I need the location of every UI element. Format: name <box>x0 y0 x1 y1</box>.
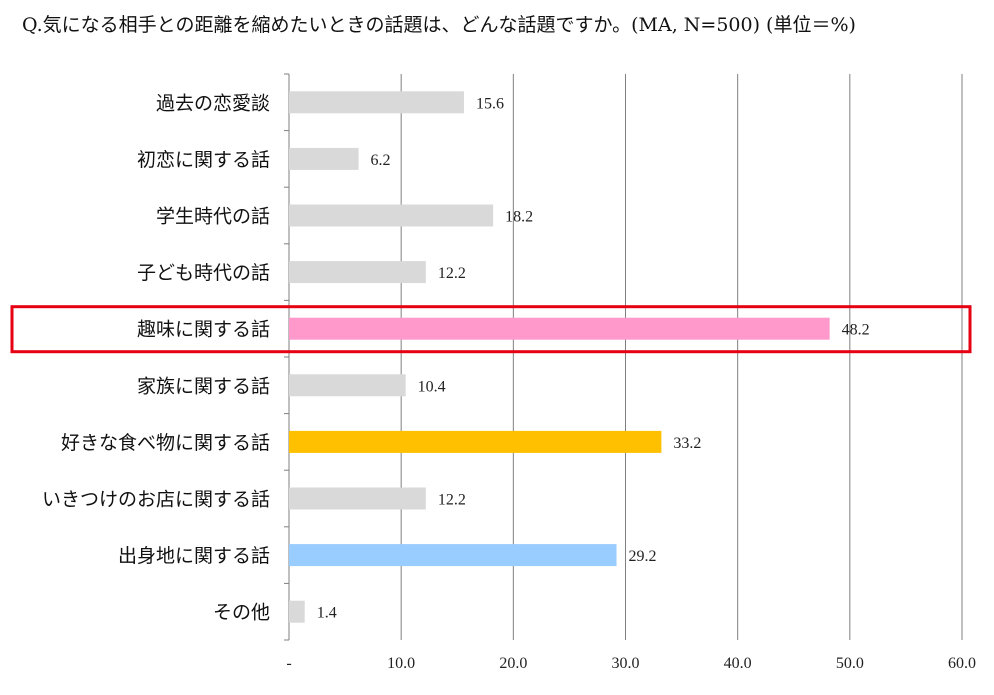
data-label: 1.4 <box>317 605 337 622</box>
category-label: いきつけのお店に関する話 <box>42 489 270 511</box>
category-label: 出身地に関する話 <box>118 545 270 567</box>
category-label: 学生時代の話 <box>156 206 270 228</box>
bar <box>289 91 464 114</box>
category-label: 子ども時代の話 <box>137 262 270 284</box>
bar <box>289 544 617 567</box>
bar <box>289 430 662 453</box>
bar <box>289 487 426 510</box>
category-label: その他 <box>213 602 270 624</box>
bar <box>289 374 406 397</box>
category-label: 過去の恋愛談 <box>156 92 270 114</box>
category-label: 好きな食べ物に関する話 <box>61 432 270 454</box>
category-label: 初恋に関する話 <box>137 149 270 171</box>
bar <box>289 147 359 170</box>
bar <box>289 204 494 227</box>
bar <box>289 261 426 284</box>
data-label: 6.2 <box>371 152 391 169</box>
category-label: 家族に関する話 <box>137 375 270 397</box>
category-label: 趣味に関する話 <box>137 319 270 341</box>
data-label: 15.6 <box>476 95 504 112</box>
x-tick-label: 10.0 <box>387 655 415 672</box>
data-label: 18.2 <box>505 209 533 226</box>
chart-title: Q.気になる相手との距離を縮めたいときの話題は、どんな話題ですか。(MA, N=… <box>22 14 856 36</box>
x-tick-label: 60.0 <box>948 655 976 672</box>
data-label: 12.2 <box>438 265 466 282</box>
data-label: 10.4 <box>418 378 446 395</box>
data-label: 33.2 <box>673 435 701 452</box>
data-label: 48.2 <box>842 322 870 339</box>
bar <box>289 600 305 623</box>
highlight-box <box>10 305 972 354</box>
x-tick-label: - <box>286 655 291 672</box>
x-tick-label: 50.0 <box>836 655 864 672</box>
x-tick-label: 20.0 <box>499 655 527 672</box>
bar <box>289 317 830 340</box>
x-tick-label: 40.0 <box>724 655 752 672</box>
x-tick-label: 30.0 <box>612 655 640 672</box>
data-label: 29.2 <box>629 548 657 565</box>
data-label: 12.2 <box>438 492 466 509</box>
